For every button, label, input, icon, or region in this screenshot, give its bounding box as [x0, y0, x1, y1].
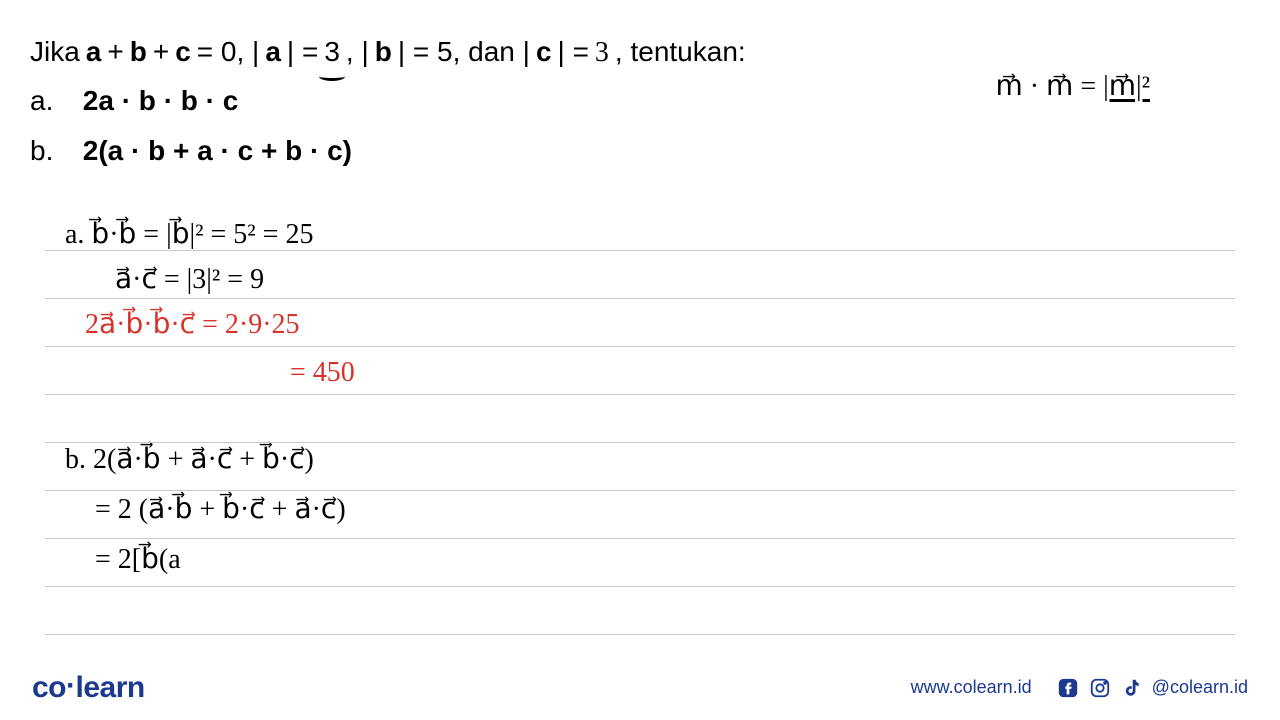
- work-line-b2: = 2 (a⃗·b⃗ + b⃗·c⃗ + a⃗·c⃗): [95, 492, 346, 526]
- ruled-line: [45, 586, 1235, 587]
- problem-prefix: Jika: [30, 30, 80, 75]
- ruled-line: [45, 298, 1235, 299]
- website-url: www.colearn.id: [911, 677, 1032, 698]
- social-links: @colearn.id: [1056, 676, 1248, 700]
- work-area: a. b⃗·b⃗ = |b⃗|² = 5² = 25 a⃗·c⃗ = |3|² …: [30, 202, 1250, 622]
- instagram-icon: [1088, 676, 1112, 700]
- work-line-a4: = 450: [290, 357, 355, 389]
- var-a: a: [86, 30, 102, 75]
- work-line-a1: a. b⃗·b⃗ = |b⃗|² = 5² = 25: [65, 217, 313, 251]
- social-handle: @colearn.id: [1152, 677, 1248, 698]
- ruled-line: [45, 490, 1235, 491]
- handwritten-3: 3: [595, 31, 609, 76]
- tiktok-icon: [1120, 676, 1144, 700]
- var-b: b: [130, 30, 147, 75]
- footer-right: www.colearn.id @colearn.id: [911, 676, 1248, 700]
- handwritten-formula: m⃗ · m⃗ = |m⃗|²: [995, 65, 1150, 110]
- facebook-icon: [1056, 676, 1080, 700]
- option-b: b. 2(a · b + a · c + b · c): [30, 126, 1250, 176]
- ruled-line: [45, 538, 1235, 539]
- underlined-value-1: 3: [324, 30, 340, 75]
- footer: co·learn www.colearn.id @colearn.id: [0, 655, 1280, 720]
- ruled-line: [45, 250, 1235, 251]
- var-c: c: [175, 30, 191, 75]
- work-line-a2: a⃗·c⃗ = |3|² = 9: [115, 262, 264, 296]
- content-area: Jika a + b + c = 0, | a | = 3 , | b | = …: [0, 0, 1280, 622]
- work-line-b3: = 2[b⃗(a: [95, 542, 181, 576]
- ruled-line: [45, 394, 1235, 395]
- ruled-line: [45, 634, 1235, 635]
- brand-logo: co·learn: [32, 671, 145, 705]
- work-line-a3: 2a⃗·b⃗·b⃗·c⃗ = 2·9·25: [85, 307, 300, 341]
- ruled-line: [45, 346, 1235, 347]
- ruled-line: [45, 442, 1235, 443]
- work-line-b1: b. 2(a⃗·b⃗ + a⃗·c⃗ + b⃗·c⃗): [65, 442, 314, 476]
- problem-statement: Jika a + b + c = 0, | a | = 3 , | b | = …: [30, 30, 1250, 76]
